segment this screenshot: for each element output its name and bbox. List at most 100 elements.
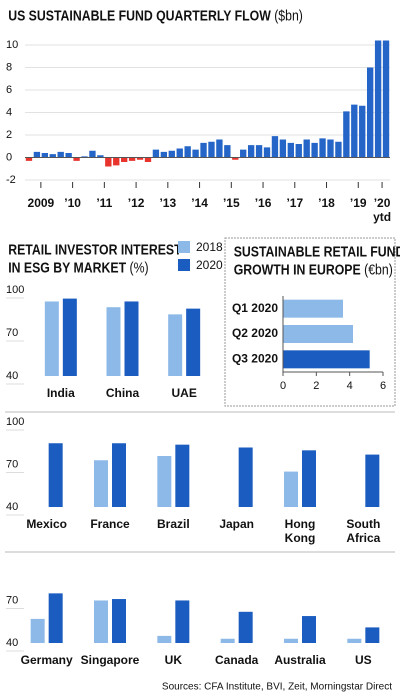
title-unit: (€bn)	[364, 261, 393, 277]
bar	[105, 157, 112, 167]
x-tick-label: 0	[280, 380, 286, 392]
bar	[319, 138, 326, 158]
x-tick-label: US	[355, 653, 372, 667]
bar	[359, 105, 366, 158]
europe-panel	[224, 237, 396, 407]
bar	[263, 147, 271, 158]
y-tick-label: -2	[6, 174, 16, 186]
bar	[382, 40, 390, 158]
label-line: Hong	[285, 517, 316, 531]
label-line: Kong	[285, 531, 316, 545]
bar	[335, 141, 342, 158]
y-tick-label: 70	[6, 594, 18, 606]
retail-title: RETAIL INVESTOR INTEREST IN ESG BY MARKET…	[8, 241, 182, 275]
x-tick-label: India	[47, 386, 75, 400]
bar	[73, 157, 80, 161]
x-tick-label: South Africa	[346, 517, 380, 545]
bar	[65, 153, 72, 158]
bar	[113, 157, 120, 166]
x-tick-label: ’10	[64, 196, 81, 210]
bar	[216, 139, 223, 158]
x-tick-label: ’20	[374, 196, 391, 210]
bar	[44, 301, 59, 376]
title-line: GROWTH IN EUROPE	[234, 261, 361, 277]
europe-title: SUSTAINABLE RETAIL FUND GROWTH IN EUROPE …	[234, 243, 400, 277]
y-tick-label: 0	[6, 151, 12, 163]
bar	[343, 111, 350, 158]
bar	[136, 157, 144, 160]
label-line: South	[346, 517, 380, 531]
bar	[33, 151, 41, 158]
x-tick-label: ’15	[223, 196, 240, 210]
y-tick-label: 4	[6, 106, 12, 118]
label-line: Africa	[346, 531, 380, 545]
x-tick-label: Singapore	[81, 653, 140, 667]
bar	[186, 308, 201, 376]
x-tick-label: Japan	[219, 517, 254, 531]
bar	[302, 450, 316, 507]
bar	[112, 599, 126, 643]
y-tick-label: 40	[6, 637, 18, 649]
bar	[374, 40, 382, 158]
bar	[284, 638, 298, 643]
x-tick-label: Australia	[274, 653, 326, 667]
bar	[302, 616, 316, 643]
title-line: RETAIL INVESTOR INTEREST	[8, 241, 182, 257]
y-tick-label: 100	[6, 284, 24, 296]
y-tick-label: Q2 2020	[232, 326, 278, 340]
legend-label: 2020	[196, 258, 223, 272]
bar	[232, 157, 239, 160]
bar	[192, 149, 199, 158]
bar	[238, 611, 253, 643]
y-tick-label: Q3 2020	[232, 352, 278, 366]
bar	[311, 142, 318, 158]
bar	[240, 149, 247, 158]
bar	[295, 144, 302, 158]
bar	[238, 447, 253, 507]
bar	[283, 299, 343, 318]
y-tick-label: 6	[6, 84, 12, 96]
bar	[279, 139, 287, 158]
x-tick-label: ’16	[255, 196, 272, 210]
bar	[152, 149, 160, 158]
y-tick-label: 8	[6, 61, 12, 73]
bar	[255, 145, 263, 158]
y-tick-label: 40	[6, 501, 18, 513]
x-tick-label: ’12	[128, 196, 145, 210]
bar	[224, 145, 231, 158]
bar	[366, 67, 374, 158]
x-tick-label: Canada	[215, 653, 259, 667]
x-tick-label: Hong Kong	[285, 517, 316, 545]
x-tick-label: ’14	[191, 196, 208, 210]
bar	[144, 157, 152, 162]
bar	[208, 141, 215, 158]
title-text: US SUSTAINABLE FUND QUARTERLY FLOW	[8, 7, 271, 23]
x-tick-label: Brazil	[157, 517, 190, 531]
bar	[112, 443, 126, 507]
bar	[220, 638, 235, 643]
x-tick-label: UAE	[171, 386, 196, 400]
x-tick-label: 6	[380, 380, 386, 392]
bar	[81, 156, 88, 158]
bar	[48, 593, 63, 643]
bar	[41, 153, 49, 158]
x-tick-label: China	[106, 386, 140, 400]
y-tick-label: 100	[6, 416, 24, 428]
bar	[94, 600, 108, 643]
bar	[271, 136, 279, 158]
y-tick-label: 2	[6, 129, 12, 141]
y-tick-label: 70	[6, 327, 18, 339]
bar	[351, 104, 358, 158]
title-line: SUSTAINABLE RETAIL FUND	[234, 243, 400, 259]
x-tick-label: ’17	[286, 196, 303, 210]
bar	[184, 146, 191, 158]
title-unit: ($bn)	[274, 7, 303, 23]
legend-swatch	[178, 259, 190, 271]
x-tick-label: Germany	[21, 653, 73, 667]
bar	[48, 443, 63, 507]
bar	[49, 154, 56, 158]
legend-swatch	[178, 241, 190, 253]
bar	[106, 307, 121, 376]
x-tick-label: 2009	[28, 196, 55, 210]
x-tick-label: ’11	[96, 196, 112, 210]
